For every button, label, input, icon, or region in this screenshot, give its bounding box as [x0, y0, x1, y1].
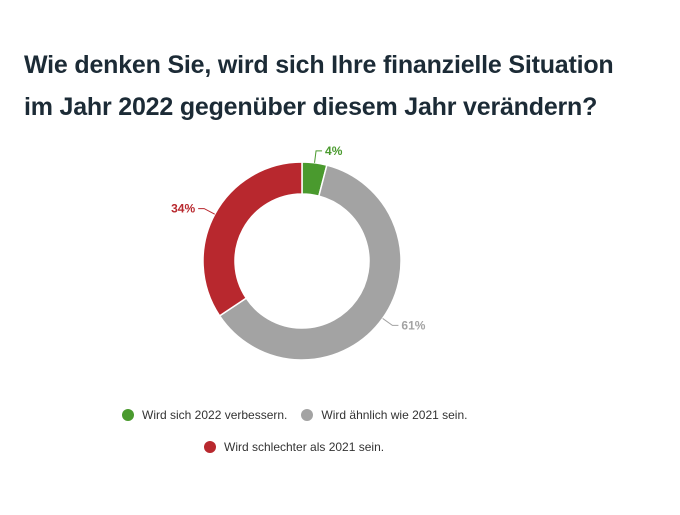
- legend-label-worse: Wird schlechter als 2021 sein.: [224, 440, 385, 454]
- legend-marker-worse: [204, 441, 216, 453]
- legend-label-similar: Wird ähnlich wie 2021 sein.: [321, 408, 468, 422]
- legend-marker-similar: [301, 409, 314, 421]
- chart-title-line-1: Wie denken Sie, wird sich Ihre finanziel…: [24, 51, 614, 79]
- chart-title-line-2: im Jahr 2022 gegenüber diesem Jahr verän…: [24, 93, 598, 121]
- legend-label-improve: Wird sich 2022 verbessern.: [142, 408, 288, 422]
- data-label-similar: 61%: [401, 318, 425, 332]
- legend-item-worse[interactable]: Wird schlechter als 2021 sein.: [204, 440, 384, 454]
- donut-slice-worse[interactable]: [202, 161, 303, 317]
- legend-row-1: Wird sich 2022 verbessern. Wird ähnlich …: [122, 408, 481, 422]
- label-connector-worse: [198, 208, 215, 215]
- legend-row-2: Wird schlechter als 2021 sein.: [204, 440, 398, 454]
- chart-title: Wie denken Sie, wird sich Ihre finanziel…: [24, 44, 664, 128]
- data-label-worse: 34%: [171, 202, 195, 216]
- label-connector-similar: [382, 318, 399, 326]
- legend-marker-improve: [122, 409, 134, 421]
- data-label-improve: 4%: [325, 144, 343, 158]
- label-connector-improve: [314, 150, 323, 163]
- legend-item-similar[interactable]: Wird ähnlich wie 2021 sein.: [301, 408, 467, 422]
- donut-slice-similar[interactable]: [218, 164, 402, 361]
- legend-item-improve[interactable]: Wird sich 2022 verbessern.: [122, 408, 287, 422]
